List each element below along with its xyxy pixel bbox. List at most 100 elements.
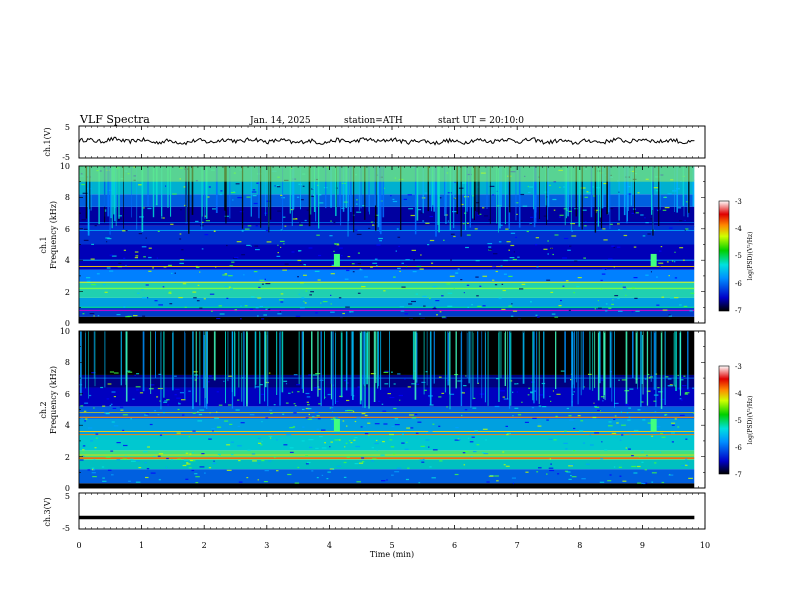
ch2-spec-speckle (301, 440, 305, 442)
ch1-spec-speckle (316, 234, 320, 236)
ch1-spec-sferic (456, 166, 458, 215)
ch1-spec-sferic (342, 166, 345, 212)
ch1-spec-speckle (584, 196, 588, 198)
ch1-spec-speckle (257, 297, 262, 299)
ch1-spec-speckle (109, 254, 113, 256)
ch2-spec-speckle (111, 421, 115, 423)
ch2-spec-speckle (633, 429, 639, 432)
ch2-spec-sferic (599, 331, 601, 384)
ch2-spec-speckle (109, 371, 114, 373)
ch2-spec-sferic (477, 331, 479, 384)
ch2-spec-speckle (692, 387, 695, 389)
ch2-spec-speckle (178, 403, 181, 405)
ch1-spec-speckle (349, 311, 354, 313)
ch1-spec-speckle (228, 286, 231, 288)
ch1-spec-speckle (205, 220, 210, 222)
ch1-spec-speckle (105, 237, 110, 239)
ch2-spec-speckle (308, 374, 312, 376)
ch1-spec-speckle (139, 216, 144, 218)
ch1-spec-speckle (623, 234, 628, 237)
ch1-spec-speckle (302, 185, 305, 187)
ch2-spec-speckle (622, 480, 627, 482)
ch1-spec-speckle (255, 249, 260, 251)
ch2-spec-sferic (642, 331, 644, 395)
ch2-spec-speckle (302, 426, 305, 428)
ch2-spec-speckle (144, 414, 148, 416)
ch2-spec-sferic (255, 331, 257, 385)
ch2-spec-speckle (411, 417, 417, 419)
ch2-spec-speckle (538, 467, 542, 469)
ch1-spec-sferic (504, 166, 506, 225)
ch2-spec-speckle (686, 461, 689, 463)
ch1-spec-speckle (460, 203, 464, 206)
ch2-spec-speckle (150, 472, 156, 474)
ch2-spec-speckle (212, 462, 217, 465)
ch1-spec-speckle (682, 259, 685, 261)
ch1-spec-speckle (239, 211, 244, 213)
ch2-spec-speckle (454, 439, 460, 441)
ch2-spec-sferic (227, 331, 229, 382)
ch2-spec-speckle (505, 465, 510, 467)
ch1-spec-speckle (251, 191, 257, 193)
ch2-spec-speckle (626, 412, 629, 414)
ch2-spec-sferic (368, 331, 370, 409)
ch2-spec-speckle (599, 410, 601, 412)
ch1-spec-speckle (299, 224, 303, 226)
ch1-spec-sferic (250, 166, 252, 217)
ch1-spec-sferic (167, 166, 169, 208)
ch2-spec-speckle (116, 442, 121, 444)
ch1-spec-speckle (598, 307, 602, 309)
ch2-spec-speckle (321, 447, 327, 449)
ch2-spec-speckle (297, 391, 300, 393)
ch1-spec-sferic (546, 166, 547, 225)
ch2-spec-sferic (412, 331, 415, 380)
ch2-spec-speckle (371, 460, 374, 462)
ch2-spec-sferic (611, 331, 613, 402)
ch2-spec-speckle (462, 452, 466, 454)
ch2-spec-speckle (599, 481, 605, 483)
ch1-spec-speckle (625, 294, 627, 296)
ch2-spec-speckle (105, 456, 111, 458)
ch2-spec-speckle (464, 409, 468, 411)
ch2-spec-speckle (217, 453, 221, 455)
ch2-spec-speckle (101, 466, 105, 468)
ch1-spec-speckle (162, 217, 165, 219)
ch2-spec-speckle (354, 437, 358, 439)
ch2-spec-speckle (674, 385, 676, 387)
ch1-spec-speckle (653, 187, 659, 189)
ch2-spec-speckle (302, 408, 305, 411)
ch2-spec-speckle (628, 448, 631, 450)
ch2-spec-speckle (259, 384, 263, 386)
ch2-spec-speckle (251, 453, 256, 455)
ch2-spec-speckle (136, 389, 139, 391)
ch1-spec-speckle (466, 234, 471, 236)
ch1-spec-speckle (633, 277, 638, 279)
ch2-spec-speckle (538, 405, 542, 407)
ch2-spec-speckle (625, 404, 629, 406)
ch2-spec-speckle (679, 398, 682, 400)
ch1-spec-speckle (163, 266, 167, 268)
ch2-spec-speckle (389, 433, 394, 436)
ch2-spec-speckle (564, 470, 569, 472)
ch1-spec-speckle (577, 277, 582, 279)
ch1-spec-speckle (462, 223, 465, 225)
ch1-spec-sferic (330, 166, 332, 208)
ch1-spec-speckle (530, 301, 532, 303)
ch2-spec-speckle (87, 469, 91, 471)
ch1-spec-sferic (282, 166, 284, 231)
ch1-spec-speckle (609, 223, 613, 225)
ch1-spec-speckle (123, 306, 126, 308)
ch2-spec-speckle (91, 469, 94, 471)
ch1-spec-speckle (346, 269, 350, 272)
ch1-spec-speckle (246, 244, 251, 246)
ch2-spec-speckle (651, 481, 654, 483)
ch2-spec-band (79, 434, 695, 451)
ch1-spec-sferic (325, 166, 327, 209)
ch2-spec-speckle (158, 479, 161, 481)
ch2-spec-speckle (628, 416, 631, 418)
ch1-spec-sferic (191, 166, 194, 215)
ch2-spec-speckle (397, 373, 401, 375)
ch1-spec-speckle (276, 186, 281, 188)
ch2-spec-sferic (324, 331, 325, 400)
ch2-spec-speckle (619, 439, 622, 441)
